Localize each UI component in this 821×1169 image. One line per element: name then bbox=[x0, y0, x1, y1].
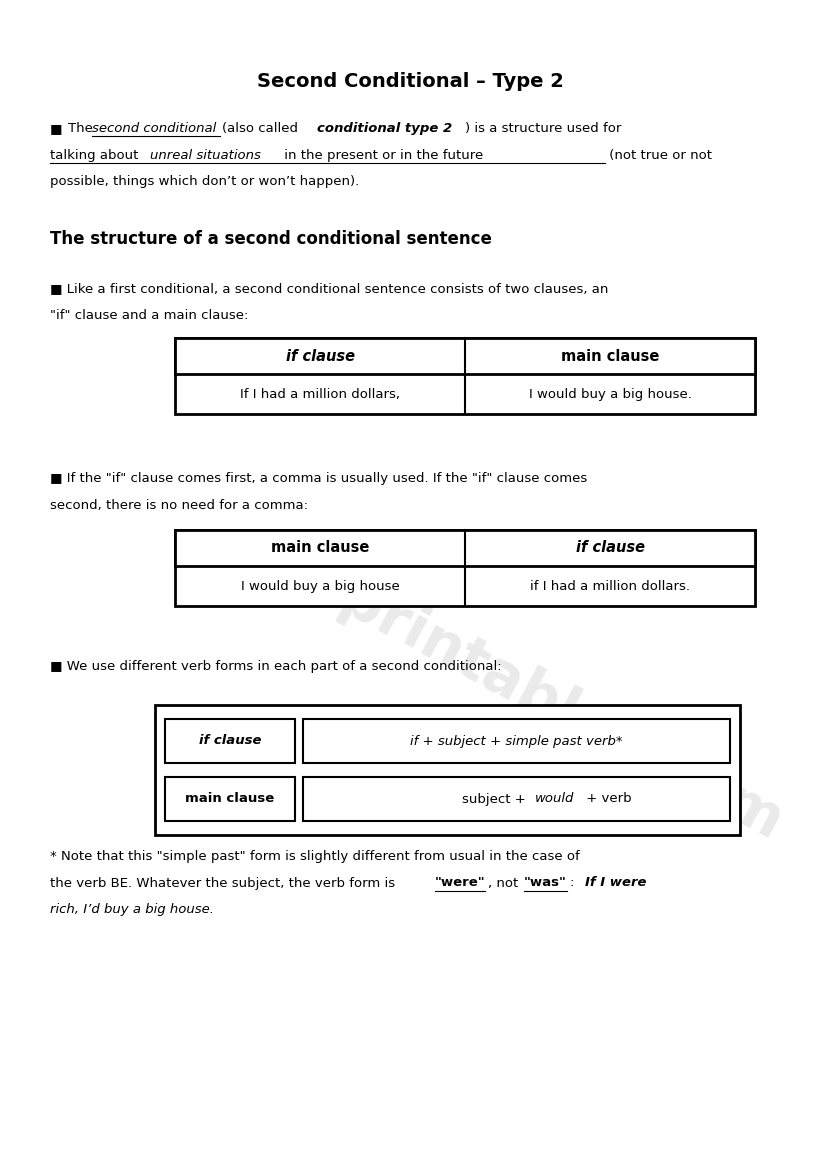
Text: + verb: + verb bbox=[581, 793, 631, 805]
Text: main clause: main clause bbox=[561, 348, 659, 364]
Text: main clause: main clause bbox=[271, 540, 369, 555]
Text: * Note that this "simple past" form is slightly different from usual in the case: * Note that this "simple past" form is s… bbox=[50, 850, 580, 863]
Text: ■ Like a first conditional, a second conditional sentence consists of two clause: ■ Like a first conditional, a second con… bbox=[50, 282, 608, 295]
Text: second, there is no need for a comma:: second, there is no need for a comma: bbox=[50, 498, 308, 512]
Text: ) is a structure used for: ) is a structure used for bbox=[465, 122, 621, 134]
Text: Second Conditional – Type 2: Second Conditional – Type 2 bbox=[257, 72, 564, 91]
Text: if clause: if clause bbox=[199, 734, 261, 747]
Text: "if" clause and a main clause:: "if" clause and a main clause: bbox=[50, 309, 249, 321]
Text: I would buy a big house.: I would buy a big house. bbox=[529, 387, 691, 401]
Text: The structure of a second conditional sentence: The structure of a second conditional se… bbox=[50, 230, 492, 248]
Text: "were": "were" bbox=[435, 877, 486, 890]
Text: conditional type 2: conditional type 2 bbox=[317, 122, 452, 134]
Text: If I had a million dollars,: If I had a million dollars, bbox=[240, 387, 400, 401]
Bar bbox=[303, 777, 730, 821]
Text: eslprintables.com: eslprintables.com bbox=[247, 526, 793, 852]
Bar bbox=[303, 719, 730, 763]
Text: talking about: talking about bbox=[50, 148, 143, 161]
Text: second conditional: second conditional bbox=[92, 122, 216, 134]
Text: "was": "was" bbox=[524, 877, 566, 890]
Text: rich, I’d buy a big house.: rich, I’d buy a big house. bbox=[50, 902, 214, 916]
Text: if I had a million dollars.: if I had a million dollars. bbox=[530, 580, 690, 593]
Text: unreal situations: unreal situations bbox=[150, 148, 261, 161]
Text: main clause: main clause bbox=[186, 793, 275, 805]
Text: (not true or not: (not true or not bbox=[605, 148, 712, 161]
Text: would: would bbox=[534, 793, 574, 805]
Text: , not: , not bbox=[488, 877, 522, 890]
Text: ■ We use different verb forms in each part of a second conditional:: ■ We use different verb forms in each pa… bbox=[50, 660, 502, 673]
Bar bbox=[165, 719, 295, 763]
Text: The: The bbox=[68, 122, 97, 134]
Text: possible, things which don’t or won’t happen).: possible, things which don’t or won’t ha… bbox=[50, 175, 360, 188]
Text: if clause: if clause bbox=[576, 540, 644, 555]
Text: the verb BE. Whatever the subject, the verb form is: the verb BE. Whatever the subject, the v… bbox=[50, 877, 399, 890]
Text: if + subject + simple past verb*: if + subject + simple past verb* bbox=[410, 734, 623, 747]
Text: if clause: if clause bbox=[286, 348, 355, 364]
Text: :: : bbox=[570, 877, 579, 890]
Bar bbox=[175, 530, 755, 606]
Text: ■: ■ bbox=[50, 122, 62, 134]
Bar bbox=[155, 705, 740, 835]
Text: I would buy a big house: I would buy a big house bbox=[241, 580, 399, 593]
Bar bbox=[165, 777, 295, 821]
Bar bbox=[175, 338, 755, 414]
Text: ■ If the "if" clause comes first, a comma is usually used. If the "if" clause co: ■ If the "if" clause comes first, a comm… bbox=[50, 472, 587, 485]
Bar bbox=[175, 338, 755, 374]
Text: in the present or in the future: in the present or in the future bbox=[280, 148, 484, 161]
Text: (also called: (also called bbox=[222, 122, 302, 134]
Text: If I were: If I were bbox=[585, 877, 646, 890]
Text: subject +: subject + bbox=[461, 793, 530, 805]
Bar bbox=[175, 530, 755, 566]
